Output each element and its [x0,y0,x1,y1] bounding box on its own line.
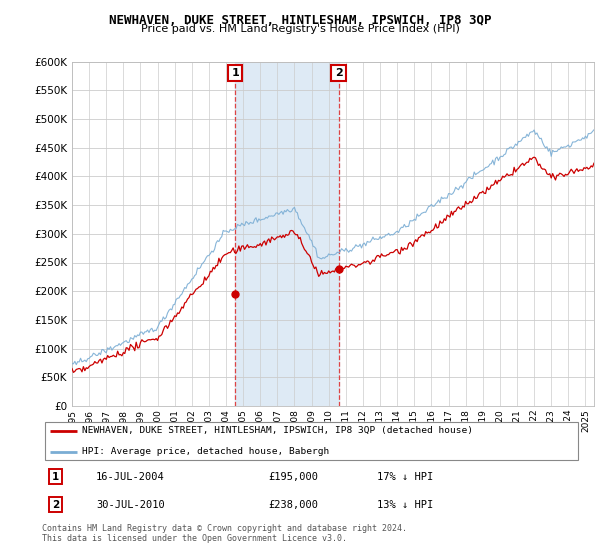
Text: Contains HM Land Registry data © Crown copyright and database right 2024.
This d: Contains HM Land Registry data © Crown c… [42,524,407,543]
Text: NEWHAVEN, DUKE STREET, HINTLESHAM, IPSWICH, IP8 3QP (detached house): NEWHAVEN, DUKE STREET, HINTLESHAM, IPSWI… [83,426,473,435]
Text: NEWHAVEN, DUKE STREET, HINTLESHAM, IPSWICH, IP8 3QP: NEWHAVEN, DUKE STREET, HINTLESHAM, IPSWI… [109,14,491,27]
Text: 1: 1 [52,472,59,482]
Text: 2: 2 [52,500,59,510]
Text: 13% ↓ HPI: 13% ↓ HPI [377,500,433,510]
Text: HPI: Average price, detached house, Babergh: HPI: Average price, detached house, Babe… [83,447,330,456]
Text: £238,000: £238,000 [269,500,319,510]
Text: £195,000: £195,000 [269,472,319,482]
Bar [235,62,338,406]
Text: 17% ↓ HPI: 17% ↓ HPI [377,472,433,482]
Text: Price paid vs. HM Land Registry's House Price Index (HPI): Price paid vs. HM Land Registry's House … [140,24,460,34]
Text: 16-JUL-2004: 16-JUL-2004 [96,472,165,482]
FancyBboxPatch shape [45,422,578,460]
Text: 1: 1 [232,68,239,78]
Text: 30-JUL-2010: 30-JUL-2010 [96,500,165,510]
Text: 2: 2 [335,68,343,78]
